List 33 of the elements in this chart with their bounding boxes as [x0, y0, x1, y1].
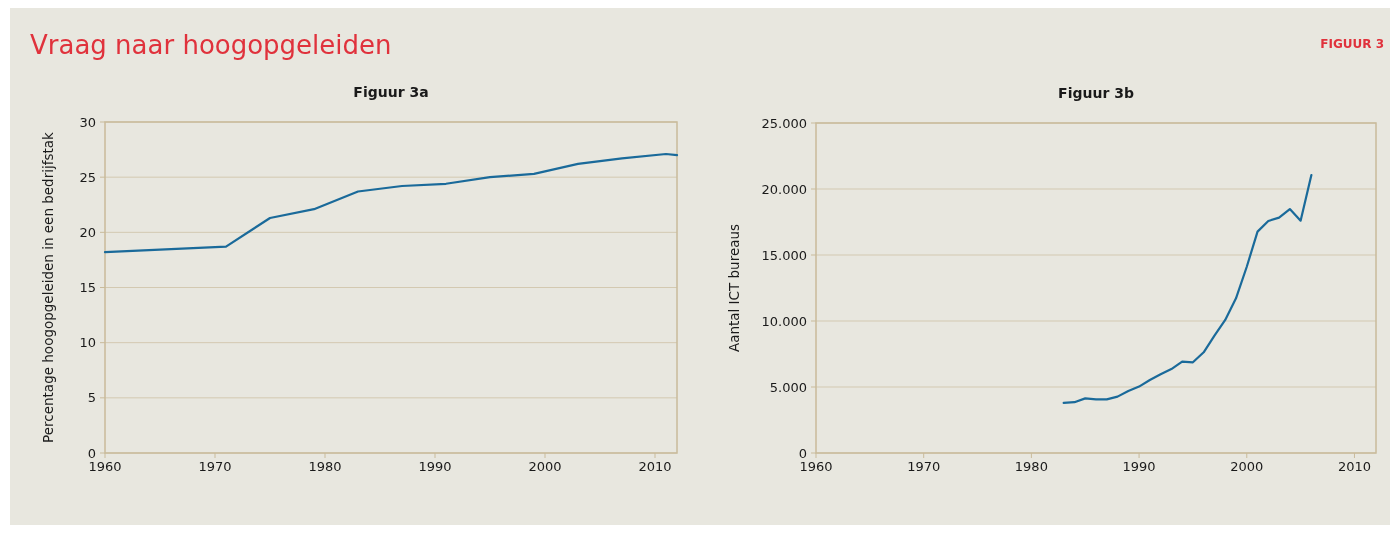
y-axis-title: Aantal ICT bureaus [726, 223, 742, 353]
y-tick-label: 25 [79, 169, 96, 185]
y-tick-label: 15.000 [761, 247, 807, 263]
x-tick-label: 1970 [198, 459, 232, 474]
x-tick-label: 1980 [1014, 459, 1048, 474]
y-tick-label: 20 [79, 224, 96, 240]
y-tick-label: 5.000 [769, 379, 807, 395]
y-tick-label: 5 [87, 390, 96, 406]
x-tick-label: 2000 [1230, 459, 1264, 474]
x-tick-label: 2000 [528, 459, 562, 474]
text: Vraag naar hoogopgeleiden [30, 30, 392, 60]
y-tick-label: 10.000 [761, 313, 807, 329]
x-tick-label: 1960 [799, 459, 833, 474]
x-tick-label: 1960 [88, 459, 122, 474]
y-axis-title: Percentage hoogopgeleiden in een bedrijfstak [40, 131, 56, 443]
line-series [103, 152, 679, 254]
x-tick-label: 2010 [1337, 459, 1372, 474]
y-tick-label: 20.000 [761, 181, 807, 197]
chart-title: Figuur 3b [1058, 85, 1134, 101]
line-series [1062, 173, 1313, 404]
y-tick-label: 10 [79, 335, 96, 351]
y-tick-label: 15 [79, 280, 96, 296]
y-tick-label: 0 [798, 445, 807, 461]
y-tick-label: 25.000 [761, 115, 807, 131]
y-tick-label: 30 [79, 114, 96, 130]
x-tick-label: 1980 [308, 459, 342, 474]
x-tick-label: 1970 [907, 459, 941, 474]
text: FIGUUR 3 [1320, 37, 1384, 51]
chart-title: Figuur 3a [353, 84, 429, 100]
x-tick-label: 1990 [1122, 459, 1156, 474]
x-tick-label: 1990 [418, 459, 452, 474]
y-tick-label: 0 [87, 445, 96, 461]
x-tick-label: 2010 [638, 459, 672, 474]
